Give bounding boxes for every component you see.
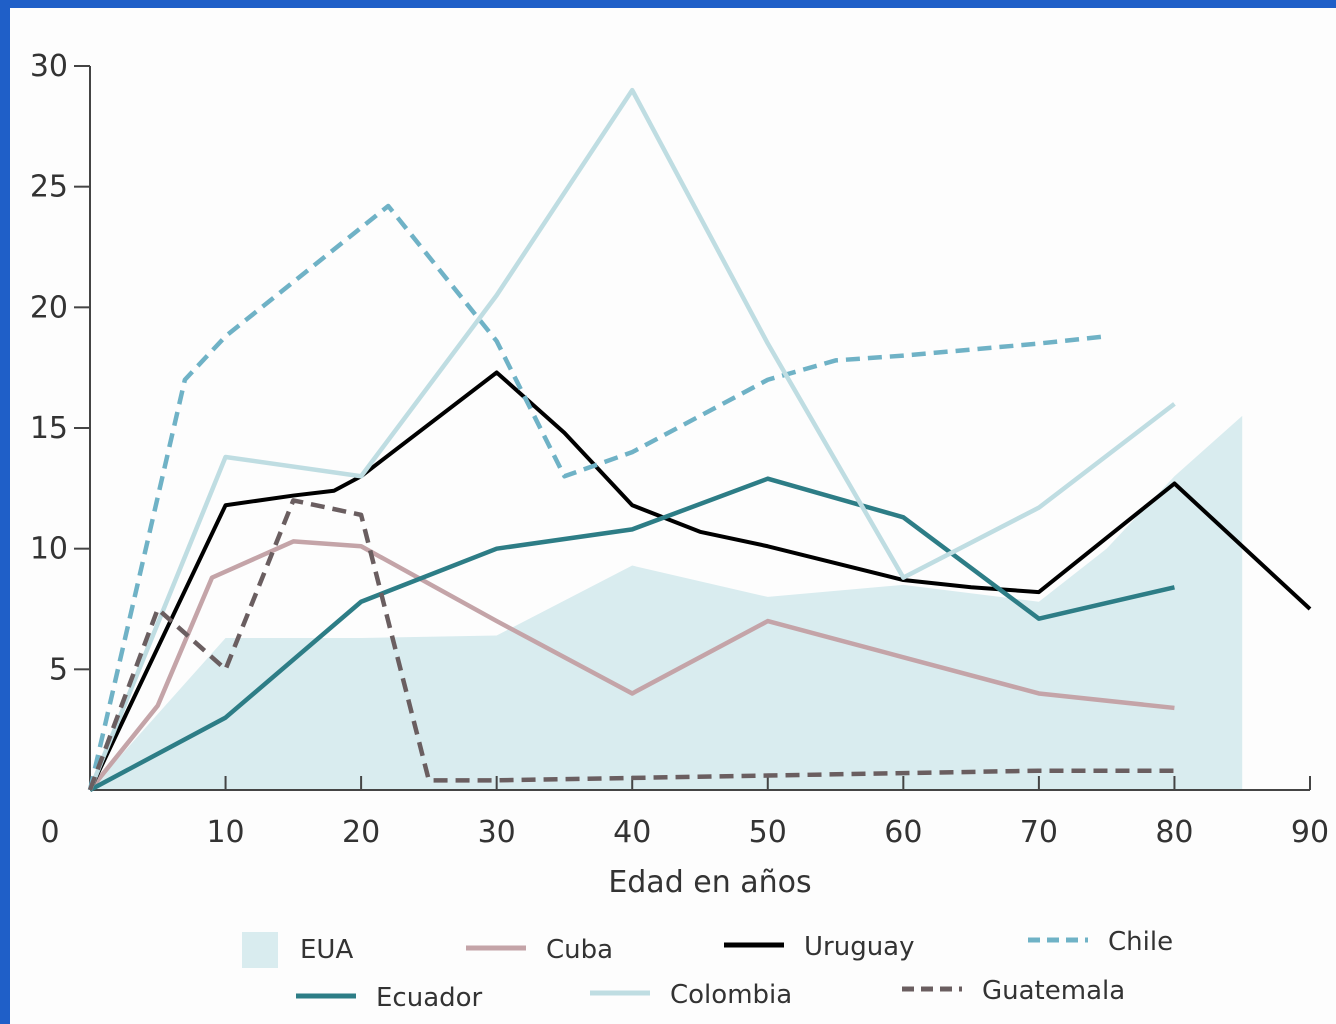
- series-line-ecuador: [88, 476, 1175, 792]
- y-tick-label: 5: [49, 652, 68, 687]
- x-tick-label: 20: [342, 815, 380, 850]
- x-axis-title: Edad en años: [608, 865, 811, 900]
- x-tick-label: 40: [613, 815, 651, 850]
- legend-uruguay-label: Uruguay: [804, 932, 915, 962]
- legend-cuba-label: Cuba: [546, 935, 613, 965]
- legend-eua-swatch: [242, 932, 278, 968]
- x-tick-label: 70: [1020, 815, 1058, 850]
- legend-ecuador-label: Ecuador: [376, 983, 483, 1013]
- x-tick-label: 0: [40, 815, 59, 850]
- y-tick-label: 10: [30, 532, 68, 567]
- series-line-guatemala: [87, 498, 1175, 791]
- x-tick-label: 30: [478, 815, 516, 850]
- y-tick-label: 20: [30, 290, 68, 325]
- legend-eua-label: EUA: [300, 935, 353, 965]
- chart-canvas: 5 10 15 20 25 30 0 10 20 30 40 50 60 70 80 90 Edad en añ…: [10, 8, 1336, 1024]
- legend-colombia-label: Colombia: [670, 980, 792, 1010]
- x-tick-label: 80: [1155, 815, 1193, 850]
- y-tick-label: 30: [30, 49, 68, 84]
- x-tick-label: 50: [749, 815, 787, 850]
- x-tick-label: 60: [884, 815, 922, 850]
- y-tick-label: 15: [30, 411, 68, 446]
- series-area-eua: [90, 415, 1243, 790]
- y-tick-label: 25: [30, 170, 68, 205]
- legend-chile-label: Chile: [1108, 927, 1173, 957]
- series-line-cuba: [88, 539, 1175, 792]
- x-tick-label: 10: [206, 815, 244, 850]
- series-line-chile: [87, 203, 1107, 791]
- x-tick-label: 90: [1291, 815, 1329, 850]
- series-line-uruguay: [88, 370, 1312, 791]
- series-line-colombia: [87, 87, 1176, 791]
- legend-guatemala-label: Guatemala: [982, 976, 1125, 1006]
- line-chart: 5 10 15 20 25 30 0 10 20 30 40 50 60 70 80 90 Edad en añ…: [30, 49, 1329, 1013]
